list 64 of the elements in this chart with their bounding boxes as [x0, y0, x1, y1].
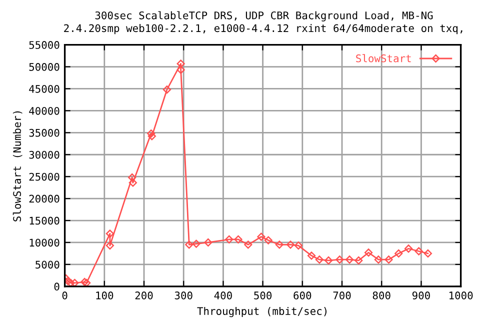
x-tick-label: 400 [214, 292, 232, 300]
point [244, 240, 252, 249]
y-tick-label: 10000 [30, 238, 60, 247]
y-tick-label: 5000 [36, 260, 60, 269]
point [106, 230, 114, 238]
chart-subtitle: 2.4.20smp web100-2.2.1, e1000-4.4.12 rxint 64/64moderate on txq, [64, 24, 462, 34]
x-axis-title: Throughput (mbit/sec) [197, 306, 326, 318]
point [336, 256, 344, 264]
x-tick-label: 100 [96, 292, 114, 300]
point [176, 66, 185, 74]
point [225, 235, 234, 244]
x-tick-label: 0 [62, 292, 68, 300]
point [394, 249, 403, 258]
y-tick-label: 40000 [29, 106, 60, 115]
point [294, 241, 303, 250]
point [106, 241, 114, 250]
point [192, 240, 200, 248]
y-axis-title: SlowStart (Number) [12, 111, 22, 222]
y-tick-label: 45000 [29, 84, 60, 93]
point [204, 238, 212, 247]
point [345, 256, 354, 264]
y-tick-label: 25000 [29, 172, 60, 181]
y-tick-label: 55000 [29, 41, 60, 49]
x-tick-label: 500 [254, 292, 272, 300]
point [70, 278, 79, 286]
legend-label: SlowStart [356, 54, 411, 62]
x-tick-label: 300 [174, 292, 192, 300]
point [162, 86, 172, 94]
chart-title: 300sec ScalableTCP DRS, UDP CBR Background Load, MB-NG [95, 11, 433, 22]
point [148, 132, 156, 140]
point [286, 240, 295, 249]
x-tick-label: 1000 [450, 292, 473, 300]
point [324, 256, 333, 265]
point [264, 236, 272, 244]
point [307, 252, 316, 260]
y-tick-label: 30000 [29, 150, 60, 159]
x-tick-label: 600 [294, 292, 312, 300]
point [82, 278, 91, 286]
x-tick-label: 900 [412, 292, 430, 300]
point [147, 129, 156, 138]
point [176, 60, 185, 68]
y-tick-label: 35000 [29, 128, 60, 137]
point [374, 256, 382, 264]
point [80, 278, 89, 286]
y-tick-label: 0 [54, 282, 60, 291]
point [384, 256, 393, 264]
point [128, 173, 136, 182]
x-tick-label: 700 [333, 292, 351, 300]
x-tick-label: 200 [135, 292, 153, 300]
point [424, 249, 432, 258]
point [404, 244, 413, 253]
point [234, 235, 242, 244]
y-tick-label: 50000 [29, 63, 60, 71]
point [315, 256, 324, 264]
y-tick-label: 20000 [29, 194, 60, 203]
point [364, 248, 373, 257]
point [257, 232, 266, 241]
y-tick-label: 15000 [30, 216, 60, 225]
x-tick-label: 800 [372, 292, 390, 300]
point [185, 240, 194, 249]
point [354, 256, 363, 265]
point [275, 240, 284, 249]
point [128, 178, 137, 187]
point [414, 247, 423, 256]
